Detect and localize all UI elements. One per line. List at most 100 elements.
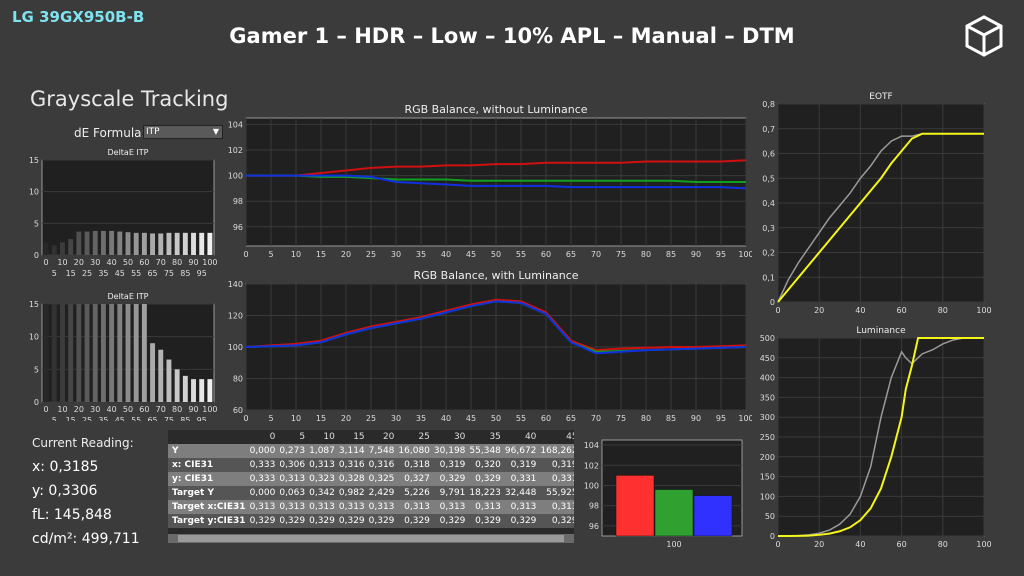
deltae-bar	[60, 242, 65, 255]
reading-y: y: 0,3306	[32, 483, 98, 499]
chart-title: DeltaE ITP	[107, 148, 148, 157]
chart-title: DeltaE ITP	[107, 292, 148, 301]
x-tick-label: 85	[666, 414, 676, 423]
y-tick-label: 98	[589, 502, 599, 511]
series-line-target	[777, 337, 984, 537]
series-line-1	[246, 174, 746, 183]
table-cell: 0,313	[431, 500, 468, 514]
table-header-cell: 40	[502, 430, 539, 444]
table-cell: 0,329	[467, 472, 503, 486]
y-tick-label: 100	[228, 172, 243, 181]
x-tick-label: 45	[466, 250, 476, 259]
deltae-bar	[51, 304, 57, 402]
x-tick-label: 40	[107, 405, 117, 414]
x-tick-label: 20	[814, 306, 824, 315]
y-tick-label: 0	[770, 298, 775, 307]
table-row[interactable]: Target Y 0,000 0,063 0,342 0,982 2,429 5,226 9,…	[168, 486, 574, 500]
x-tick-label: 35	[416, 250, 426, 259]
x-tick-label: 10	[291, 250, 301, 259]
deltae-bar	[68, 304, 74, 402]
deltae-bar	[166, 232, 172, 255]
x-tick-label: 20	[341, 414, 351, 423]
table-cell: 0,327	[396, 472, 432, 486]
table-cell: 0,329	[336, 514, 367, 528]
y-tick-label: 0	[34, 398, 39, 407]
x-tick-label: 0	[775, 540, 780, 549]
series-line-2	[246, 174, 747, 190]
rgb-balance-no-lum-chart: RGB Balance, without Luminance9698100102…	[228, 103, 752, 259]
rgb-bar-2	[693, 495, 733, 537]
de-formula-select[interactable]: ITP ▼	[143, 125, 223, 139]
series-line-measured	[778, 337, 984, 537]
deltae-bar	[43, 242, 49, 255]
table-cell: 0,313	[538, 500, 574, 514]
table-cell: 0,329	[431, 472, 468, 486]
x-tick-label: 40	[441, 414, 451, 423]
x-tick-label: 45	[466, 414, 476, 423]
table-cell: 0,313	[277, 472, 308, 486]
y-tick-label: 300	[760, 413, 775, 422]
reading-cdm2: cd/m²: 499,711	[32, 531, 140, 547]
measurement-table[interactable]: 051015202530354045Y0,0000,2731,0873,1147…	[168, 430, 574, 543]
x-tick-label: 0	[44, 405, 49, 414]
x-tick-label: 55	[516, 414, 526, 423]
deltae-bar	[51, 245, 57, 255]
table-row[interactable]: y: CIE31 0,333 0,313 0,323 0,328 0,325 0,327 0,…	[168, 472, 574, 486]
y-tick-label: 350	[760, 393, 775, 402]
deltae-bar	[68, 239, 74, 255]
table-row[interactable]: Target x:CIE31 0,313 0,313 0,313 0,313 0,313 0…	[168, 500, 574, 514]
x-tick-label: 0	[44, 258, 49, 267]
table-row[interactable]: Y 0,000 0,273 1,087 3,114 7,548 16,080 30,198 55…	[168, 444, 574, 458]
x-tick-label: 80	[172, 405, 182, 414]
y-tick-label: 100	[228, 343, 243, 352]
eotf-chart: EOTF 0 0,1 0,2 0,3 0,4 0,5 0,6 0,7 0,8 0 20 40 60 80 10…	[762, 92, 991, 315]
deltae-bar	[76, 304, 82, 402]
deltae-bar	[109, 304, 115, 402]
x-tick-label: 90	[188, 405, 198, 414]
deltae-bar	[182, 232, 188, 255]
table-header-cell: 20	[366, 430, 397, 444]
table-cell: 3,114	[336, 444, 367, 458]
deltae-bar	[43, 304, 49, 402]
y-tick-label: 0	[770, 532, 775, 541]
y-tick-label: 102	[584, 461, 599, 470]
current-reading-label: Current Reading:	[32, 436, 134, 450]
de-formula-label: dE Formula:	[74, 126, 146, 140]
table-cell: 0,000	[247, 486, 278, 500]
deltae-bar	[158, 233, 164, 255]
x-tick-label: 10	[291, 414, 301, 423]
chart-title: RGB Balance, with Luminance	[413, 269, 578, 282]
x-tick-label: 20	[814, 540, 824, 549]
chart-title: EOTF	[869, 92, 892, 102]
x-tick-label: 95	[716, 414, 726, 423]
x-tick-label: 80	[172, 258, 182, 267]
x-tick-label: 5	[52, 269, 57, 278]
table-scrollbar[interactable]	[168, 534, 574, 543]
deltae-bar	[191, 379, 196, 402]
x-tick-label: 100	[976, 540, 991, 549]
table-cell: 0,313	[366, 500, 397, 514]
table-row[interactable]: Target y:CIE31 0,329 0,329 0,329 0,329 0,329 0…	[168, 514, 574, 528]
table-cell: 0,000	[247, 444, 278, 458]
x-tick-label: 75	[616, 250, 626, 259]
row-label: Target x:CIE31	[168, 500, 248, 514]
x-tick-label: 90	[188, 258, 198, 267]
deltae-bar	[100, 304, 106, 402]
y-tick-label: 80	[233, 375, 243, 384]
deltae-bar	[199, 232, 205, 255]
table-header-cell	[168, 430, 248, 444]
x-tick-label: 55	[131, 416, 141, 421]
x-tick-label: 60	[541, 414, 551, 423]
x-tick-label: 35	[416, 414, 426, 423]
y-tick-label: 10	[29, 188, 39, 197]
deltae-bar	[125, 304, 131, 402]
scrollbar-thumb[interactable]	[178, 535, 564, 542]
table-header-cell: 45	[538, 430, 574, 444]
table-cell: 9,791	[431, 486, 468, 500]
y-tick-label: 60	[233, 406, 243, 415]
table-cell: 0,329	[247, 514, 278, 528]
deltae-bar	[141, 304, 147, 402]
x-tick-label: 30	[90, 258, 100, 267]
table-cell: 0,306	[277, 458, 308, 472]
table-row[interactable]: x: CIE31 0,333 0,306 0,313 0,316 0,316 0,318 0,…	[168, 458, 574, 472]
